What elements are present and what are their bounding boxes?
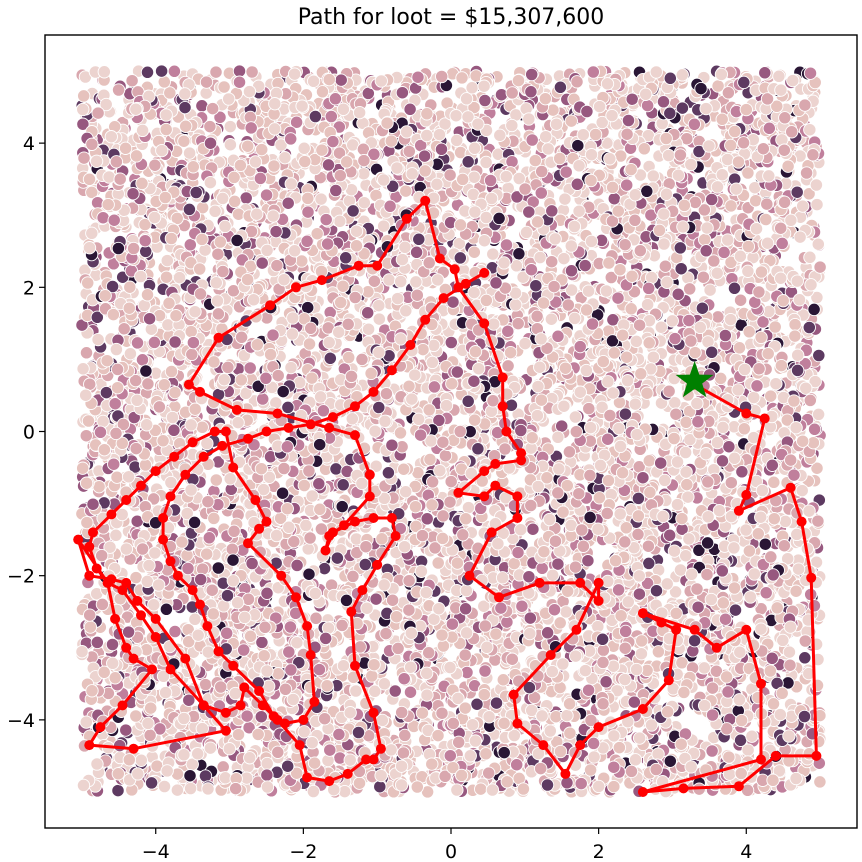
scatter-point	[77, 89, 91, 103]
scatter-point	[209, 65, 223, 79]
scatter-point	[323, 351, 337, 365]
scatter-point	[372, 312, 386, 326]
scatter-point	[156, 434, 170, 448]
scatter-point	[642, 556, 656, 571]
scatter-point	[707, 254, 721, 268]
scatter-point	[444, 474, 458, 489]
scatter-point	[710, 266, 724, 280]
scatter-point	[388, 684, 402, 698]
scatter-point	[284, 360, 298, 375]
scatter-point	[223, 119, 237, 134]
scatter-point	[767, 475, 781, 489]
scatter-point	[444, 335, 458, 350]
scatter-point	[596, 643, 611, 657]
scatter-point	[168, 624, 182, 639]
scatter-point	[287, 67, 302, 81]
scatter-point	[788, 317, 802, 332]
scatter-point	[518, 336, 532, 351]
scatter-point	[167, 64, 182, 78]
scatter-point	[399, 184, 413, 198]
scatter-point	[302, 337, 317, 351]
chart-title: Path for loot = $15,307,600	[298, 5, 605, 30]
scatter-point	[810, 461, 824, 475]
scatter-point	[79, 346, 94, 360]
scatter-point	[256, 392, 270, 406]
scatter-point	[76, 461, 90, 475]
scatter-point	[813, 775, 827, 789]
scatter-point	[329, 462, 343, 476]
scatter-point	[241, 139, 255, 153]
scatter-point	[433, 464, 447, 478]
scatter-point	[223, 138, 238, 152]
scatter-point	[111, 783, 125, 798]
scatter-point	[516, 782, 531, 796]
scatter-point	[733, 293, 748, 307]
scatter-point	[568, 410, 583, 424]
scatter-point	[216, 760, 230, 774]
scatter-point	[183, 238, 197, 252]
scatter-point	[551, 329, 565, 343]
scatter-point	[129, 570, 143, 585]
scatter-point	[774, 358, 789, 373]
scatter-point	[501, 324, 515, 338]
scatter-point	[511, 316, 525, 331]
scatter-point	[646, 169, 660, 183]
